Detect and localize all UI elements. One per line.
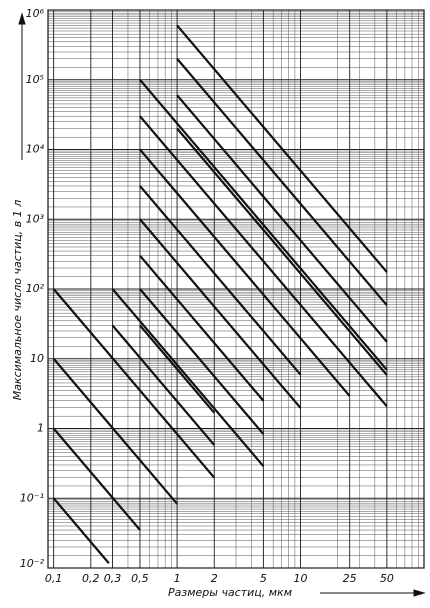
class-line xyxy=(176,24,388,273)
y-tick-label: 10⁵ xyxy=(26,73,44,86)
x-tick-label: 5 xyxy=(260,572,267,585)
y-tick-label: 10 xyxy=(30,352,44,365)
x-tick-label: 10 xyxy=(294,572,308,585)
x-tick-label: 0,2 xyxy=(82,572,100,585)
class-line xyxy=(176,94,388,343)
x-tick-label: 1 xyxy=(174,572,181,585)
class-line xyxy=(52,358,178,505)
y-tick-label: 10³ xyxy=(26,212,45,225)
x-tick-label: 0,3 xyxy=(104,572,122,585)
y-tick-label: 10⁶ xyxy=(26,7,45,20)
class-line xyxy=(139,185,302,376)
class-line xyxy=(139,324,216,414)
class-line xyxy=(111,288,265,467)
class-line xyxy=(111,324,216,446)
class-line xyxy=(139,115,388,408)
class-line xyxy=(176,58,388,306)
axis-arrows xyxy=(18,12,426,597)
x-tick-label: 0,5 xyxy=(131,572,149,585)
class-line xyxy=(52,288,216,479)
y-axis-label: Максимальное число частиц, в 1 л xyxy=(11,200,24,401)
class-line xyxy=(52,497,110,564)
y-tick-label: 10⁻¹ xyxy=(20,491,44,504)
class-line xyxy=(176,127,388,376)
class-line xyxy=(139,148,351,397)
y-tick-label: 10⁻² xyxy=(20,557,45,570)
x-tick-label: 25 xyxy=(343,572,357,585)
x-axis-label: Размеры частиц, мкм xyxy=(168,586,292,599)
class-line xyxy=(139,288,265,435)
class-line xyxy=(52,427,141,531)
class-line xyxy=(139,79,388,371)
x-tick-label: 50 xyxy=(380,572,394,585)
y-tick-label: 10⁴ xyxy=(26,143,45,156)
x-tick-label: 0,1 xyxy=(45,572,63,585)
class-line xyxy=(139,255,265,402)
class-line xyxy=(139,218,302,409)
y-tick-label: 10² xyxy=(26,282,45,295)
y-tick-label: 1 xyxy=(37,422,44,435)
x-tick-label: 2 xyxy=(211,572,218,585)
